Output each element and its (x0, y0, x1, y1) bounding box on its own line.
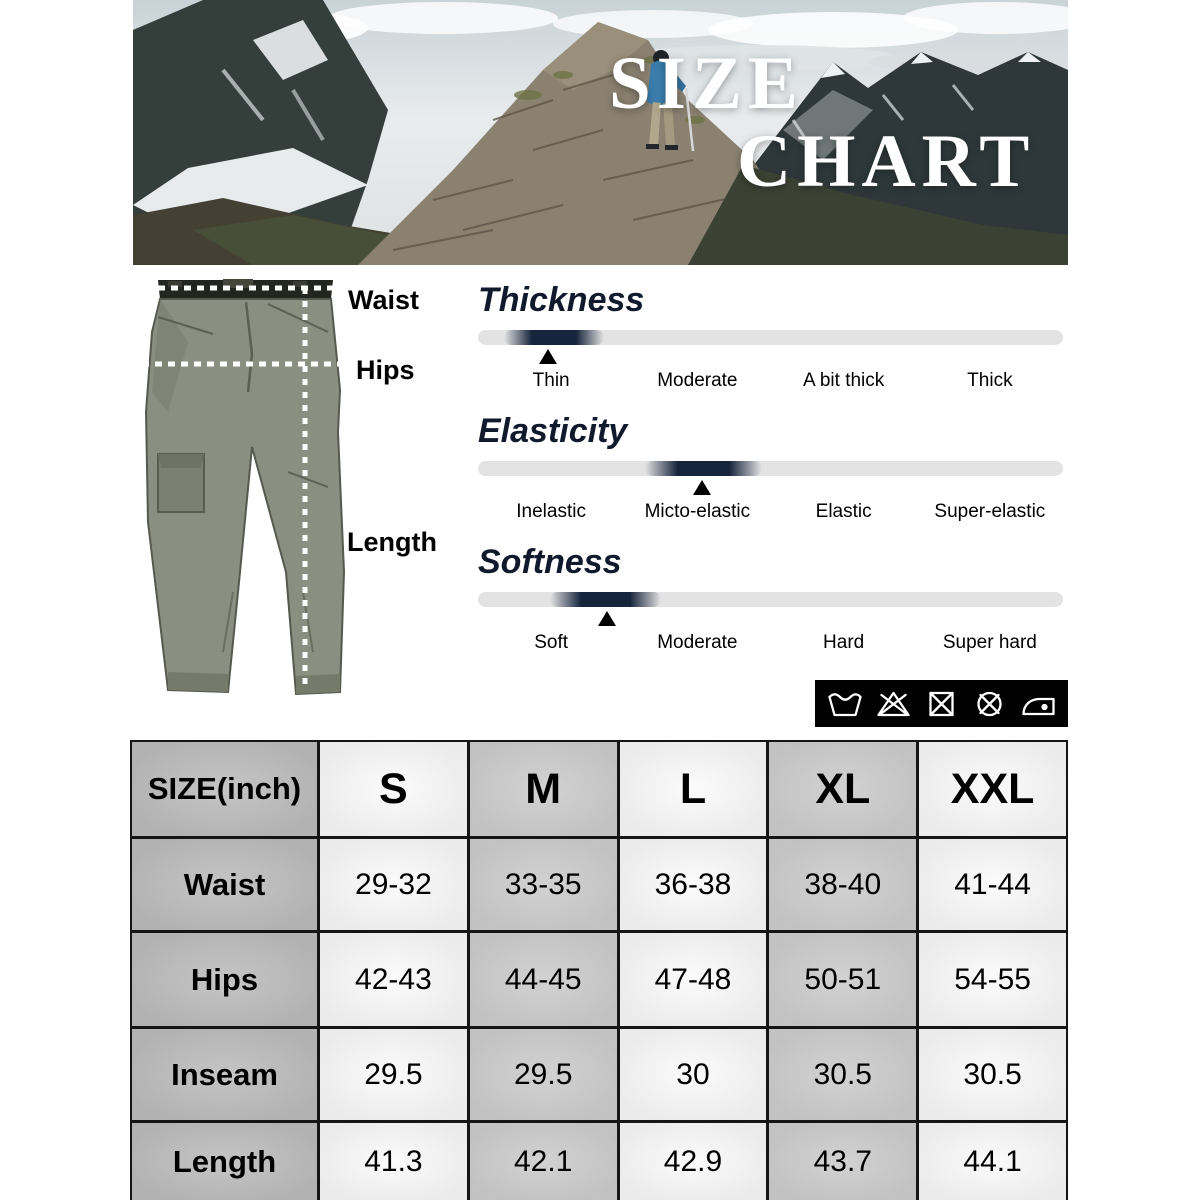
pants-illustration (142, 279, 348, 696)
scale-heading-thickness: Thickness (478, 281, 645, 319)
table-cell-length-xxl: 44.1 (919, 1123, 1066, 1200)
table-row-label-inseam: Inseam (132, 1029, 317, 1120)
scale-label: Super-elastic (934, 501, 1046, 523)
scale-label: Micto-elastic (644, 501, 751, 523)
table-cell-hips-s: 42-43 (320, 933, 467, 1026)
do-not-tumble-dry-icon (923, 689, 960, 719)
scale-bar-elasticity (478, 461, 1063, 496)
do-not-bleach-icon (875, 689, 912, 719)
scale-label: Hard (823, 632, 865, 654)
scale-label: Inelastic (516, 501, 586, 523)
iron-icon (1020, 689, 1057, 719)
scale-marker-triangle-icon (693, 480, 712, 496)
scale-label: A bit thick (802, 370, 885, 392)
table-cell-inseam-l: 30 (619, 1029, 767, 1120)
do-not-dry-clean-icon (971, 689, 1008, 719)
table-cell-waist-s: 29-32 (320, 839, 467, 930)
table-cell-inseam-s: 29.5 (320, 1029, 467, 1120)
hero-banner: SIZE CHART (133, 0, 1068, 265)
waist-label: Waist (348, 285, 420, 315)
table-row-label-waist: Waist (132, 839, 317, 930)
table-cell-waist-xl: 38-40 (769, 839, 917, 930)
table-cell-hips-xxl: 54-55 (919, 933, 1066, 1026)
scale-marker-triangle-icon (539, 349, 558, 365)
table-cell-length-l: 42.9 (619, 1123, 767, 1200)
table-cell-inseam-m: 29.5 (469, 1029, 617, 1120)
scale-bar-thickness (478, 330, 1063, 365)
length-label: Length (347, 527, 437, 557)
scale-labels-thickness: Thin Moderate A bit thick Thick (478, 370, 1063, 392)
care-instruction-strip (815, 680, 1068, 727)
scale-label: Moderate (657, 632, 738, 654)
table-cell-inseam-xxl: 30.5 (919, 1029, 1066, 1120)
scale-label: Thin (532, 370, 570, 392)
scale-label: Moderate (657, 370, 738, 392)
scale-marker-triangle-icon (597, 611, 616, 627)
table-cell-length-xl: 43.7 (769, 1123, 917, 1200)
scale-label: Super hard (942, 632, 1037, 654)
machine-wash-icon (826, 689, 863, 719)
scale-label: Elastic (815, 501, 872, 523)
scale-bar-softness (478, 592, 1063, 627)
table-row-label-hips: Hips (132, 933, 317, 1026)
scale-segment-elasticity (644, 461, 762, 477)
size-table: SIZE(inch) S M L XL XXL Waist 29-32 33-35 36-38 38… (130, 740, 1068, 1200)
table-header-size-unit: SIZE(inch) (132, 742, 317, 836)
hips-label: Hips (356, 355, 415, 385)
table-cell-hips-m: 44-45 (469, 933, 617, 1026)
table-cell-waist-m: 33-35 (469, 839, 617, 930)
scales: Thickness Thin Moderate A bit thick Thick Ela… (478, 281, 1063, 674)
table-header-m: M (469, 742, 617, 836)
table-cell-inseam-xl: 30.5 (769, 1029, 917, 1120)
table-cell-hips-l: 47-48 (619, 933, 767, 1026)
pants-measurement-diagram: Waist Hips Length (128, 272, 468, 704)
table-header-s: S (320, 742, 467, 836)
scale-label: Thick (967, 370, 1013, 392)
scale-labels-elasticity: Inelastic Micto-elastic Elastic Super-elast… (478, 501, 1063, 523)
table-header-l: L (619, 742, 767, 836)
scale-heading-softness: Softness (478, 543, 622, 582)
scale-segment-softness (549, 592, 662, 608)
scale-heading-elasticity: Elasticity (478, 412, 628, 451)
scale-softness: Softness Soft Moderate Hard Super hard (478, 543, 1063, 654)
table-cell-waist-xxl: 41-44 (919, 839, 1066, 930)
hero-title-size: SIZE (609, 42, 804, 125)
mountain-scene-illustration (133, 0, 1068, 265)
table-header-xxl: XXL (919, 742, 1066, 836)
scale-labels-softness: Soft Moderate Hard Super hard (478, 632, 1063, 654)
table-cell-waist-l: 36-38 (619, 839, 767, 930)
table-cell-length-s: 41.3 (320, 1123, 467, 1200)
scale-thickness: Thickness Thin Moderate A bit thick Thick (478, 281, 1063, 392)
table-cell-hips-xl: 50-51 (769, 933, 917, 1026)
table-cell-length-m: 42.1 (469, 1123, 617, 1200)
hiker-figure (646, 50, 695, 152)
table-header-xl: XL (769, 742, 917, 836)
hero-title-chart: CHART (737, 120, 1036, 203)
scale-label: Soft (534, 632, 569, 654)
table-row-label-length: Length (132, 1123, 317, 1200)
scale-elasticity: Elasticity Inelastic Micto-elastic Elastic S… (478, 412, 1063, 523)
scale-segment-thickness (504, 330, 604, 346)
